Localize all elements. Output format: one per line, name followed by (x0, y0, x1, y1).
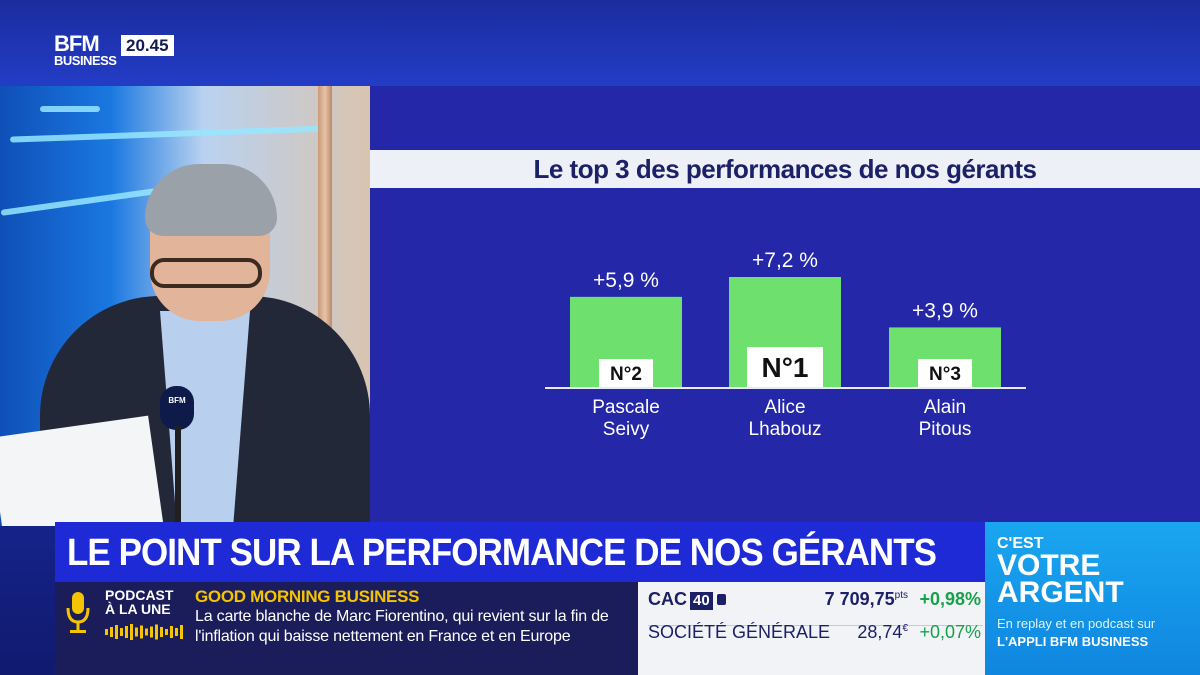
data-label: +5,9 % (593, 269, 659, 292)
logo-brand: BFM (54, 31, 100, 56)
presenter-video: BFM (0, 86, 370, 526)
presenter-hair (145, 164, 277, 236)
category-label: Alain (924, 397, 966, 418)
promo-line2: VOTRE (997, 549, 1101, 582)
rank-label: N°3 (929, 364, 961, 385)
market-name-text: CAC (648, 589, 687, 609)
news-line-1: La carte blanche de Marc Fiorentino, qui… (195, 608, 609, 625)
category-label: Alice (764, 397, 805, 418)
rank-badge (747, 347, 823, 387)
data-label: +3,9 % (912, 299, 978, 322)
presenter: BFM (0, 86, 370, 526)
paper-sheet (0, 415, 171, 526)
waveform-icon (105, 624, 183, 640)
podcast-label-line2: À LA UNE (105, 601, 171, 617)
mic-stand (175, 426, 181, 526)
market-value: 7 709,75pts (825, 589, 908, 610)
headline-bar: LE POINT SUR LA PERFORMANCE DE NOS GÉRAN… (55, 522, 985, 582)
show-name: GOOD MORNING BUSINESS (195, 587, 420, 606)
lock-icon (716, 594, 726, 605)
logo-sub: BUSINESS (54, 53, 117, 68)
market-unit: € (902, 623, 908, 634)
clock: 20.45 (121, 35, 174, 56)
market-row-stock: SOCIÉTÉ GÉNÉRALE 28,74€ +0,07% (648, 622, 983, 652)
mic-label: BFM (168, 396, 186, 405)
category-label: Pascale (592, 397, 660, 418)
market-value-text: 28,74 (857, 622, 903, 642)
divider (648, 625, 983, 626)
category-label: Lhabouz (749, 419, 822, 440)
microphone: BFM (160, 386, 194, 430)
rank-badge (599, 359, 653, 387)
chart-panel: Le top 3 des performances de nos gérants… (370, 86, 1200, 526)
chart-title: Le top 3 des performances de nos gérants (533, 154, 1037, 184)
news-ticker: PODCAST À LA UNE GOOD MORNING BUSINESS L… (55, 582, 638, 675)
podcast-label-line1: PODCAST (105, 587, 174, 603)
category-label: Pitous (919, 419, 972, 440)
index-badge: 40 (690, 592, 713, 610)
chart-title-bar: Le top 3 des performances de nos gérants (370, 150, 1200, 188)
news-line-2: l'inflation qui baisse nettement en Fran… (195, 628, 571, 645)
market-name: SOCIÉTÉ GÉNÉRALE (648, 622, 831, 642)
rank-label: N°2 (610, 364, 642, 385)
microphone-icon (66, 592, 90, 633)
category-label: Seivy (603, 419, 650, 440)
studio-light (40, 106, 100, 112)
market-value-text: 7 709,75 (824, 589, 895, 609)
promo-line5: L'APPLI BFM BUSINESS (997, 634, 1149, 649)
presenter-glasses (150, 258, 262, 288)
market-ticker: CAC 40 7 709,75pts +0,98% SOCIÉTÉ GÉNÉRAL… (638, 582, 985, 675)
channel-logo: BFM BUSINESS (54, 31, 117, 68)
promo-panel: C'EST VOTRE ARGENT En replay et en podca… (985, 522, 1200, 675)
market-change: +0,07% (919, 622, 981, 642)
market-row-cac: CAC 40 7 709,75pts +0,98% (648, 589, 983, 619)
market-change: +0,98% (919, 589, 981, 609)
podcast-label: PODCAST À LA UNE (105, 588, 173, 616)
promo-line1: C'EST (997, 535, 1044, 552)
promo-line4: En replay et en podcast sur (997, 616, 1156, 631)
market-name: CAC 40 (648, 589, 726, 610)
rank-badge (918, 359, 972, 387)
headline: LE POINT SUR LA PERFORMANCE DE NOS GÉRAN… (67, 532, 937, 574)
market-value: 28,74€ (857, 622, 908, 643)
data-label: +7,2 % (752, 249, 818, 272)
rank-label: N°1 (762, 352, 809, 383)
market-unit: pts (894, 590, 908, 601)
promo-line3: ARGENT (997, 576, 1124, 609)
